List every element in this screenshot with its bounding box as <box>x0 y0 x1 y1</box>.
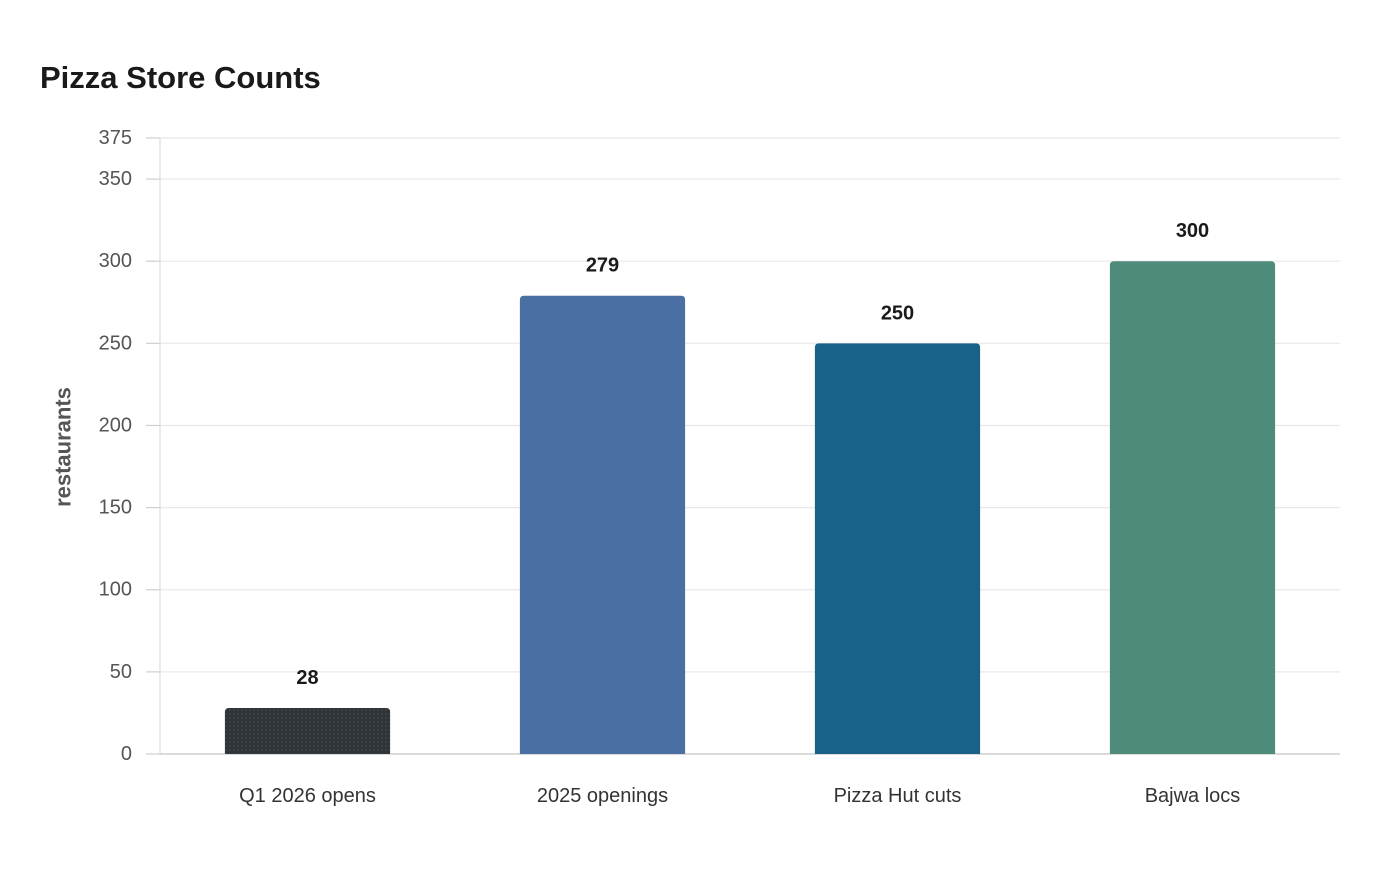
y-tick-label: 200 <box>99 414 132 436</box>
bar[interactable] <box>1109 261 1276 754</box>
chart-title: Pizza Store Counts <box>40 60 321 95</box>
y-tick-label: 100 <box>99 579 132 601</box>
y-tick-label: 0 <box>121 743 132 765</box>
bar-group <box>519 295 686 754</box>
y-axis-title: restaurants <box>51 387 76 507</box>
y-tick-label: 350 <box>99 168 132 190</box>
x-category-label: 2025 openings <box>537 785 668 807</box>
y-tick-label: 250 <box>99 332 132 354</box>
x-category-label: Bajwa locs <box>1145 785 1241 807</box>
labels: 0 50 100 150 200 250 300 350 375 28 Q1 2026 opens 2… <box>51 127 1241 807</box>
data-label: 300 <box>1176 220 1209 242</box>
bar-group <box>814 343 981 754</box>
data-label: 28 <box>296 667 318 689</box>
y-tick-label: 375 <box>99 127 132 149</box>
bar[interactable] <box>814 343 981 754</box>
bar-texture <box>224 708 391 754</box>
data-label: 279 <box>586 255 619 277</box>
gridlines <box>160 137 1340 673</box>
bar-group <box>224 708 391 754</box>
y-tick-label: 50 <box>110 661 132 683</box>
x-category-label: Q1 2026 opens <box>239 785 376 807</box>
x-category-label: Pizza Hut cuts <box>834 785 962 807</box>
bar-group <box>1109 261 1276 754</box>
y-tick-label: 150 <box>99 497 132 519</box>
data-label: 250 <box>881 302 914 324</box>
bar[interactable] <box>519 295 686 754</box>
bars <box>224 261 1276 754</box>
y-tick-label: 300 <box>99 250 132 272</box>
